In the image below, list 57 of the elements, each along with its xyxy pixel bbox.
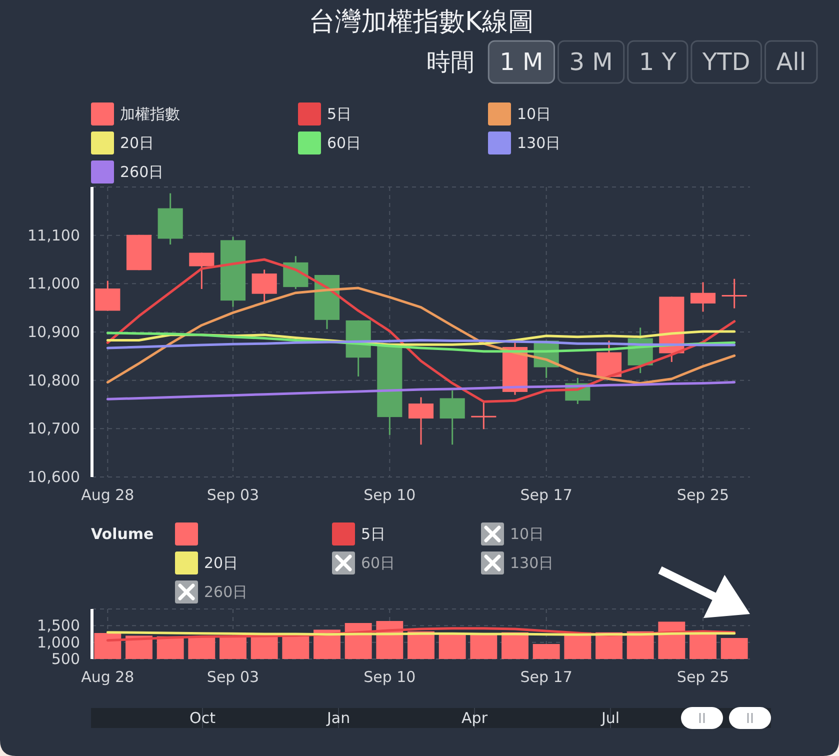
- y-tick-label: 10,900: [28, 323, 80, 341]
- x-tick-label: Sep 25: [676, 668, 730, 686]
- x-tick-label: Sep 10: [364, 486, 416, 504]
- legend-item: 60日: [298, 132, 362, 154]
- text: Oct: [190, 709, 216, 727]
- x-tick-label: Sep 17: [520, 668, 572, 686]
- y-tick-label: 1,500: [37, 616, 80, 635]
- legend-label: 130日: [517, 134, 561, 152]
- text: 時間: [426, 48, 475, 76]
- legend-label: 260日: [204, 583, 248, 601]
- legend-title: Volume: [91, 525, 154, 543]
- chart-title: 台灣加權指數K線圖: [308, 7, 534, 37]
- y-tick-label: 10,800: [28, 371, 80, 390]
- legend-item: 260日: [91, 160, 164, 184]
- x-tick-label: Aug 28: [81, 668, 134, 686]
- y-tick-label: 11,000: [28, 274, 80, 293]
- legend-item: 10日: [488, 102, 552, 126]
- legend-item: 130日: [481, 552, 554, 574]
- legend-label: 60日: [327, 134, 362, 152]
- legend-item: 130日: [488, 132, 561, 154]
- legend-item: 5日: [298, 102, 352, 126]
- legend-label: 加權指數: [120, 105, 180, 123]
- y-tick-label: 11,100: [28, 226, 80, 244]
- legend-item: 20日: [91, 132, 154, 154]
- legend-item: 5日: [332, 522, 386, 546]
- legend-label: 20日: [120, 134, 154, 152]
- x-tick-label: Aug 28: [81, 486, 134, 504]
- legend-item: 260日: [175, 580, 248, 604]
- x-tick-label: Sep 17: [520, 486, 572, 504]
- legend-label: 60日: [361, 554, 396, 572]
- legend-label: 20日: [204, 554, 238, 572]
- legend-label: 10日: [510, 525, 544, 543]
- x-tick-label: Sep 10: [364, 668, 416, 686]
- legend-item: 10日: [481, 522, 544, 546]
- legend-item: 20日: [175, 552, 238, 574]
- legend-label: 5日: [327, 105, 352, 123]
- legend-label: 130日: [510, 554, 554, 572]
- button: 1 M: [488, 40, 555, 84]
- legend-label: 260日: [120, 163, 164, 181]
- y-tick-label: 500: [51, 650, 80, 668]
- legend-label: 5日: [361, 525, 386, 543]
- legend-item: 60日: [332, 552, 396, 574]
- y-tick-label: 10,600: [28, 468, 80, 486]
- button: 3 M: [558, 40, 625, 84]
- text: Apr: [462, 709, 488, 727]
- y-tick-label: 1,000: [37, 633, 80, 652]
- button: YTD: [690, 40, 762, 84]
- button: 1 Y: [627, 40, 688, 84]
- legend-item: 加權指數: [91, 102, 180, 126]
- text: Jul: [600, 709, 620, 727]
- x-tick-label: Sep 03: [206, 668, 260, 686]
- text: Jan: [326, 709, 350, 727]
- button: All: [764, 40, 818, 84]
- x-tick-label: Sep 25: [676, 486, 730, 504]
- legend-label: 10日: [517, 105, 552, 123]
- x-tick-label: Sep 03: [206, 486, 260, 504]
- y-tick-label: 10,700: [28, 420, 80, 438]
